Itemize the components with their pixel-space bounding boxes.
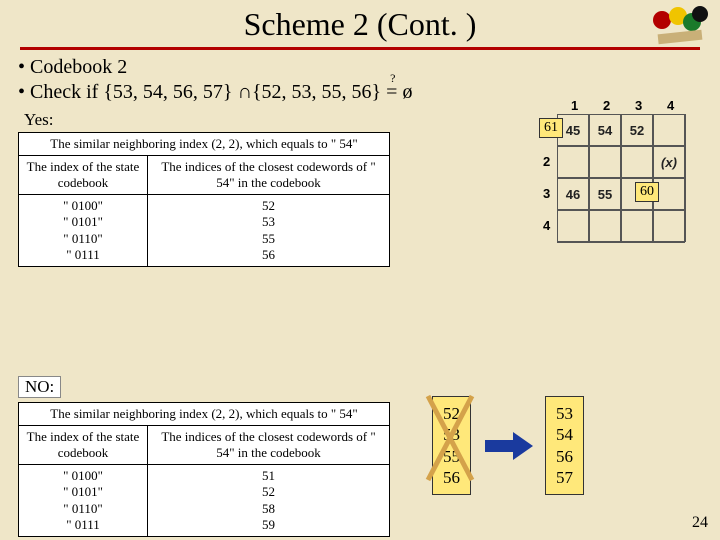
set-right: 53 54 56 57 [545, 396, 584, 495]
equals-question: ?= [386, 81, 397, 104]
svg-text:45: 45 [566, 123, 580, 138]
grid-col-2: 2 [603, 98, 610, 113]
arrow-icon [483, 430, 533, 462]
grid-svg: 45 54 52 (x) 46 55 [557, 114, 689, 246]
no-label: NO: [18, 376, 61, 398]
slide-number: 24 [692, 514, 708, 532]
grid-col-4: 4 [667, 98, 674, 113]
question-mark: ? [390, 71, 395, 86]
bullet-1: • Codebook 2 [18, 56, 720, 79]
table-no-right: 51 52 58 59 [148, 465, 389, 536]
grid-col-1: 1 [571, 98, 578, 113]
badge-61: 61 [539, 118, 563, 138]
svg-text:46: 46 [566, 187, 580, 202]
table-yes: The similar neighboring index (2, 2), wh… [18, 132, 390, 267]
table-yes-left: " 0100" " 0101" " 0110" " 0111 [19, 195, 148, 266]
svg-text:54: 54 [598, 123, 613, 138]
svg-text:(x): (x) [661, 155, 677, 170]
logo-icon [648, 4, 712, 48]
svg-text:52: 52 [630, 123, 644, 138]
grid-row-2: 2 [543, 154, 550, 169]
index-grid: 1 2 3 4 1 2 3 4 455452 (x) 4655 61 60 [543, 100, 698, 255]
table-no: The similar neighboring index (2, 2), wh… [18, 402, 390, 537]
bullet-2-pre: • Check if {53, 54, 56, 57} ∩{52, 53, 55… [18, 81, 386, 103]
title-rule [20, 47, 700, 50]
table-no-col1: The index of the state codebook [19, 426, 148, 464]
svg-text:55: 55 [598, 187, 612, 202]
grid-row-4: 4 [543, 218, 550, 233]
set-comparison: 52 53 55 56 53 54 56 57 [432, 396, 584, 495]
table-yes-col2: The indices of the closest codewords of … [148, 156, 389, 194]
page-title: Scheme 2 (Cont. ) [0, 0, 720, 43]
table-yes-title: The similar neighboring index (2, 2), wh… [19, 133, 389, 156]
bullet-2-post: ø [397, 81, 412, 103]
table-no-left: " 0100" " 0101" " 0110" " 0111 [19, 465, 148, 536]
table-yes-col1: The index of the state codebook [19, 156, 148, 194]
badge-60: 60 [635, 182, 659, 202]
cross-icon [422, 388, 482, 488]
table-yes-right: 52 53 55 56 [148, 195, 389, 266]
table-no-title: The similar neighboring index (2, 2), wh… [19, 403, 389, 426]
grid-col-3: 3 [635, 98, 642, 113]
grid-row-3: 3 [543, 186, 550, 201]
table-no-col2: The indices of the closest codewords of … [148, 426, 389, 464]
